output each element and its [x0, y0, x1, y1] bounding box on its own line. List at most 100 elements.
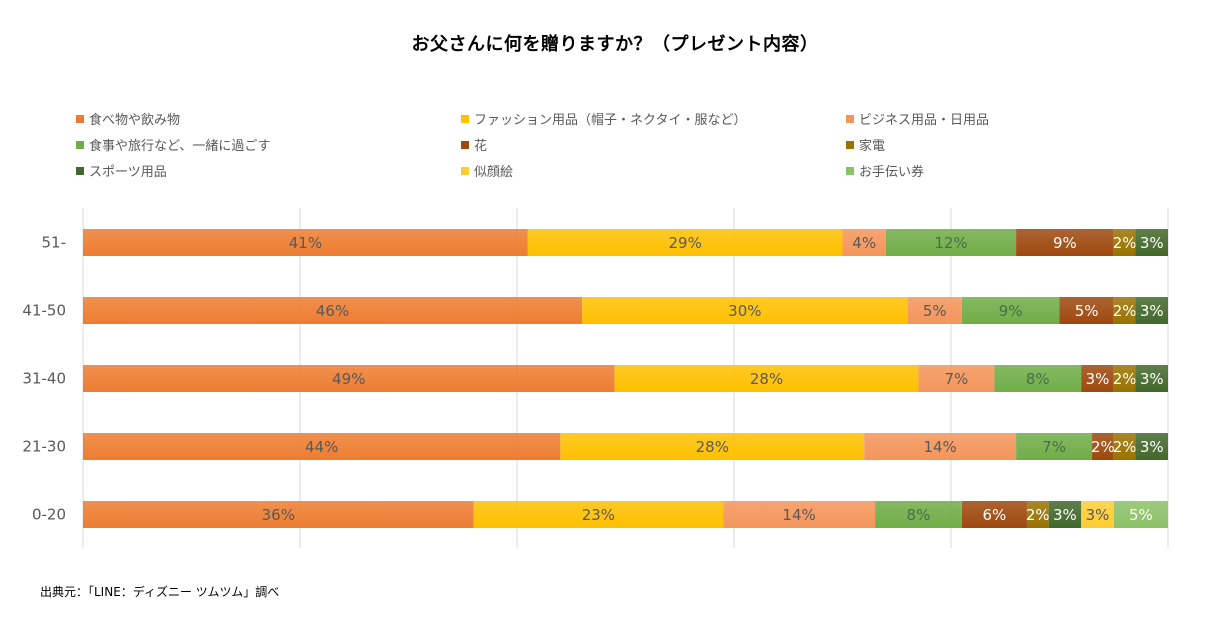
bar-segment [1113, 501, 1168, 528]
bar-segment [582, 297, 908, 324]
data-label: 41% [289, 234, 322, 252]
legend-label: 食べ物や飲み物 [89, 113, 181, 128]
bar-segment [961, 297, 1060, 324]
legend-swatch [461, 166, 469, 175]
data-label: 9% [1053, 234, 1077, 252]
bar-segment [994, 365, 1082, 392]
bar-segment [1026, 501, 1049, 528]
bar-segment [527, 229, 843, 256]
legend-swatch [846, 114, 854, 123]
category-label: 41-50 [22, 302, 66, 320]
data-label: 4% [852, 234, 876, 252]
data-label: 5% [1129, 506, 1153, 524]
data-label: 6% [983, 506, 1007, 524]
data-label: 46% [316, 302, 349, 320]
bar-segment [864, 433, 1017, 460]
bar-segment [1135, 297, 1168, 324]
legend-item: 食べ物や飲み物 [76, 109, 180, 128]
bar-segment [1092, 433, 1114, 460]
category-label: 31-40 [22, 370, 66, 388]
data-label: 3% [1086, 370, 1110, 388]
legend-item: ファッション用品（帽子・ネクタイ・服など） [461, 109, 746, 128]
legend-swatch [76, 140, 84, 149]
legend-item: お手伝い券 [846, 161, 924, 180]
chart-title: お父さんに何を贈りますか？（プレゼント内容） [411, 34, 819, 55]
legend-label: 似顔絵 [474, 165, 514, 180]
legend-item: ビジネス用品・日用品 [846, 109, 989, 128]
data-label: 5% [1075, 302, 1099, 320]
legend-swatch [76, 114, 84, 123]
legend-item: 花 [461, 135, 487, 154]
legend-label: スポーツ用品 [89, 165, 167, 180]
bar-segment [918, 365, 995, 392]
data-label: 5% [923, 302, 947, 320]
bar-segment [1135, 433, 1168, 460]
data-label: 2% [1113, 438, 1137, 456]
bar-segment [1113, 365, 1136, 392]
bar-segment [875, 501, 962, 528]
data-label: 3% [1140, 438, 1164, 456]
data-label: 3% [1140, 370, 1164, 388]
bar-segment [961, 501, 1027, 528]
data-label: 2% [1113, 370, 1137, 388]
legend-label: ビジネス用品・日用品 [859, 113, 990, 128]
bar-segment [723, 501, 876, 528]
category-label: 21-30 [22, 438, 66, 456]
legend-item: 似顔絵 [461, 161, 513, 180]
data-label: 12% [934, 234, 967, 252]
data-label: 9% [999, 302, 1023, 320]
legend-swatch [76, 166, 84, 175]
data-label: 23% [582, 506, 615, 524]
legend-label: 花 [474, 139, 488, 154]
bar-segment [614, 365, 919, 392]
data-label: 7% [1042, 438, 1066, 456]
legend-label: 家電 [859, 139, 886, 154]
bar-segment [907, 297, 962, 324]
data-label: 36% [262, 506, 295, 524]
bar-segment [83, 365, 615, 392]
bar-segment [1113, 433, 1136, 460]
legend-label: ファッション用品（帽子・ネクタイ・服など） [474, 113, 747, 128]
data-label: 28% [750, 370, 783, 388]
legend-swatch [846, 166, 854, 175]
legend-item: 食事や旅行など、一緒に過ごす [76, 135, 270, 154]
bar-segment [1048, 501, 1082, 528]
category-label: 51- [42, 234, 67, 252]
data-label: 14% [782, 506, 815, 524]
bar-segment [473, 501, 724, 528]
bar-segment [560, 433, 865, 460]
legend-swatch [846, 140, 854, 149]
bar-segment [83, 433, 561, 460]
data-label: 3% [1053, 506, 1077, 524]
bar-segment [1016, 433, 1093, 460]
data-label: 29% [669, 234, 702, 252]
bar-segment [1113, 229, 1136, 256]
data-label: 14% [923, 438, 956, 456]
bar-segment [83, 501, 474, 528]
data-label: 3% [1140, 302, 1164, 320]
bar-segment [885, 229, 1017, 256]
bar-segment [1059, 297, 1114, 324]
legend-swatch [461, 140, 469, 149]
bar-segment [83, 229, 528, 256]
bar-segment [83, 297, 583, 324]
legend-swatch [461, 114, 469, 123]
legend-label: お手伝い券 [859, 165, 925, 180]
data-label: 3% [1086, 506, 1110, 524]
data-label: 2% [1113, 234, 1137, 252]
source-note: 出典元：「LINE：ディズニー ツムツム」調べ [40, 585, 280, 599]
data-label: 44% [305, 438, 338, 456]
legend-item: 家電 [846, 135, 885, 154]
legend-item: スポーツ用品 [76, 161, 167, 180]
data-label: 30% [728, 302, 761, 320]
bar-segment [1135, 229, 1168, 256]
data-label: 28% [696, 438, 729, 456]
bar-segment [1081, 365, 1114, 392]
data-label: 7% [945, 370, 969, 388]
data-label: 8% [1026, 370, 1050, 388]
data-label: 2% [1026, 506, 1050, 524]
legend-label: 食事や旅行など、一緒に過ごす [89, 139, 271, 154]
data-label: 8% [907, 506, 931, 524]
data-label: 2% [1113, 302, 1137, 320]
